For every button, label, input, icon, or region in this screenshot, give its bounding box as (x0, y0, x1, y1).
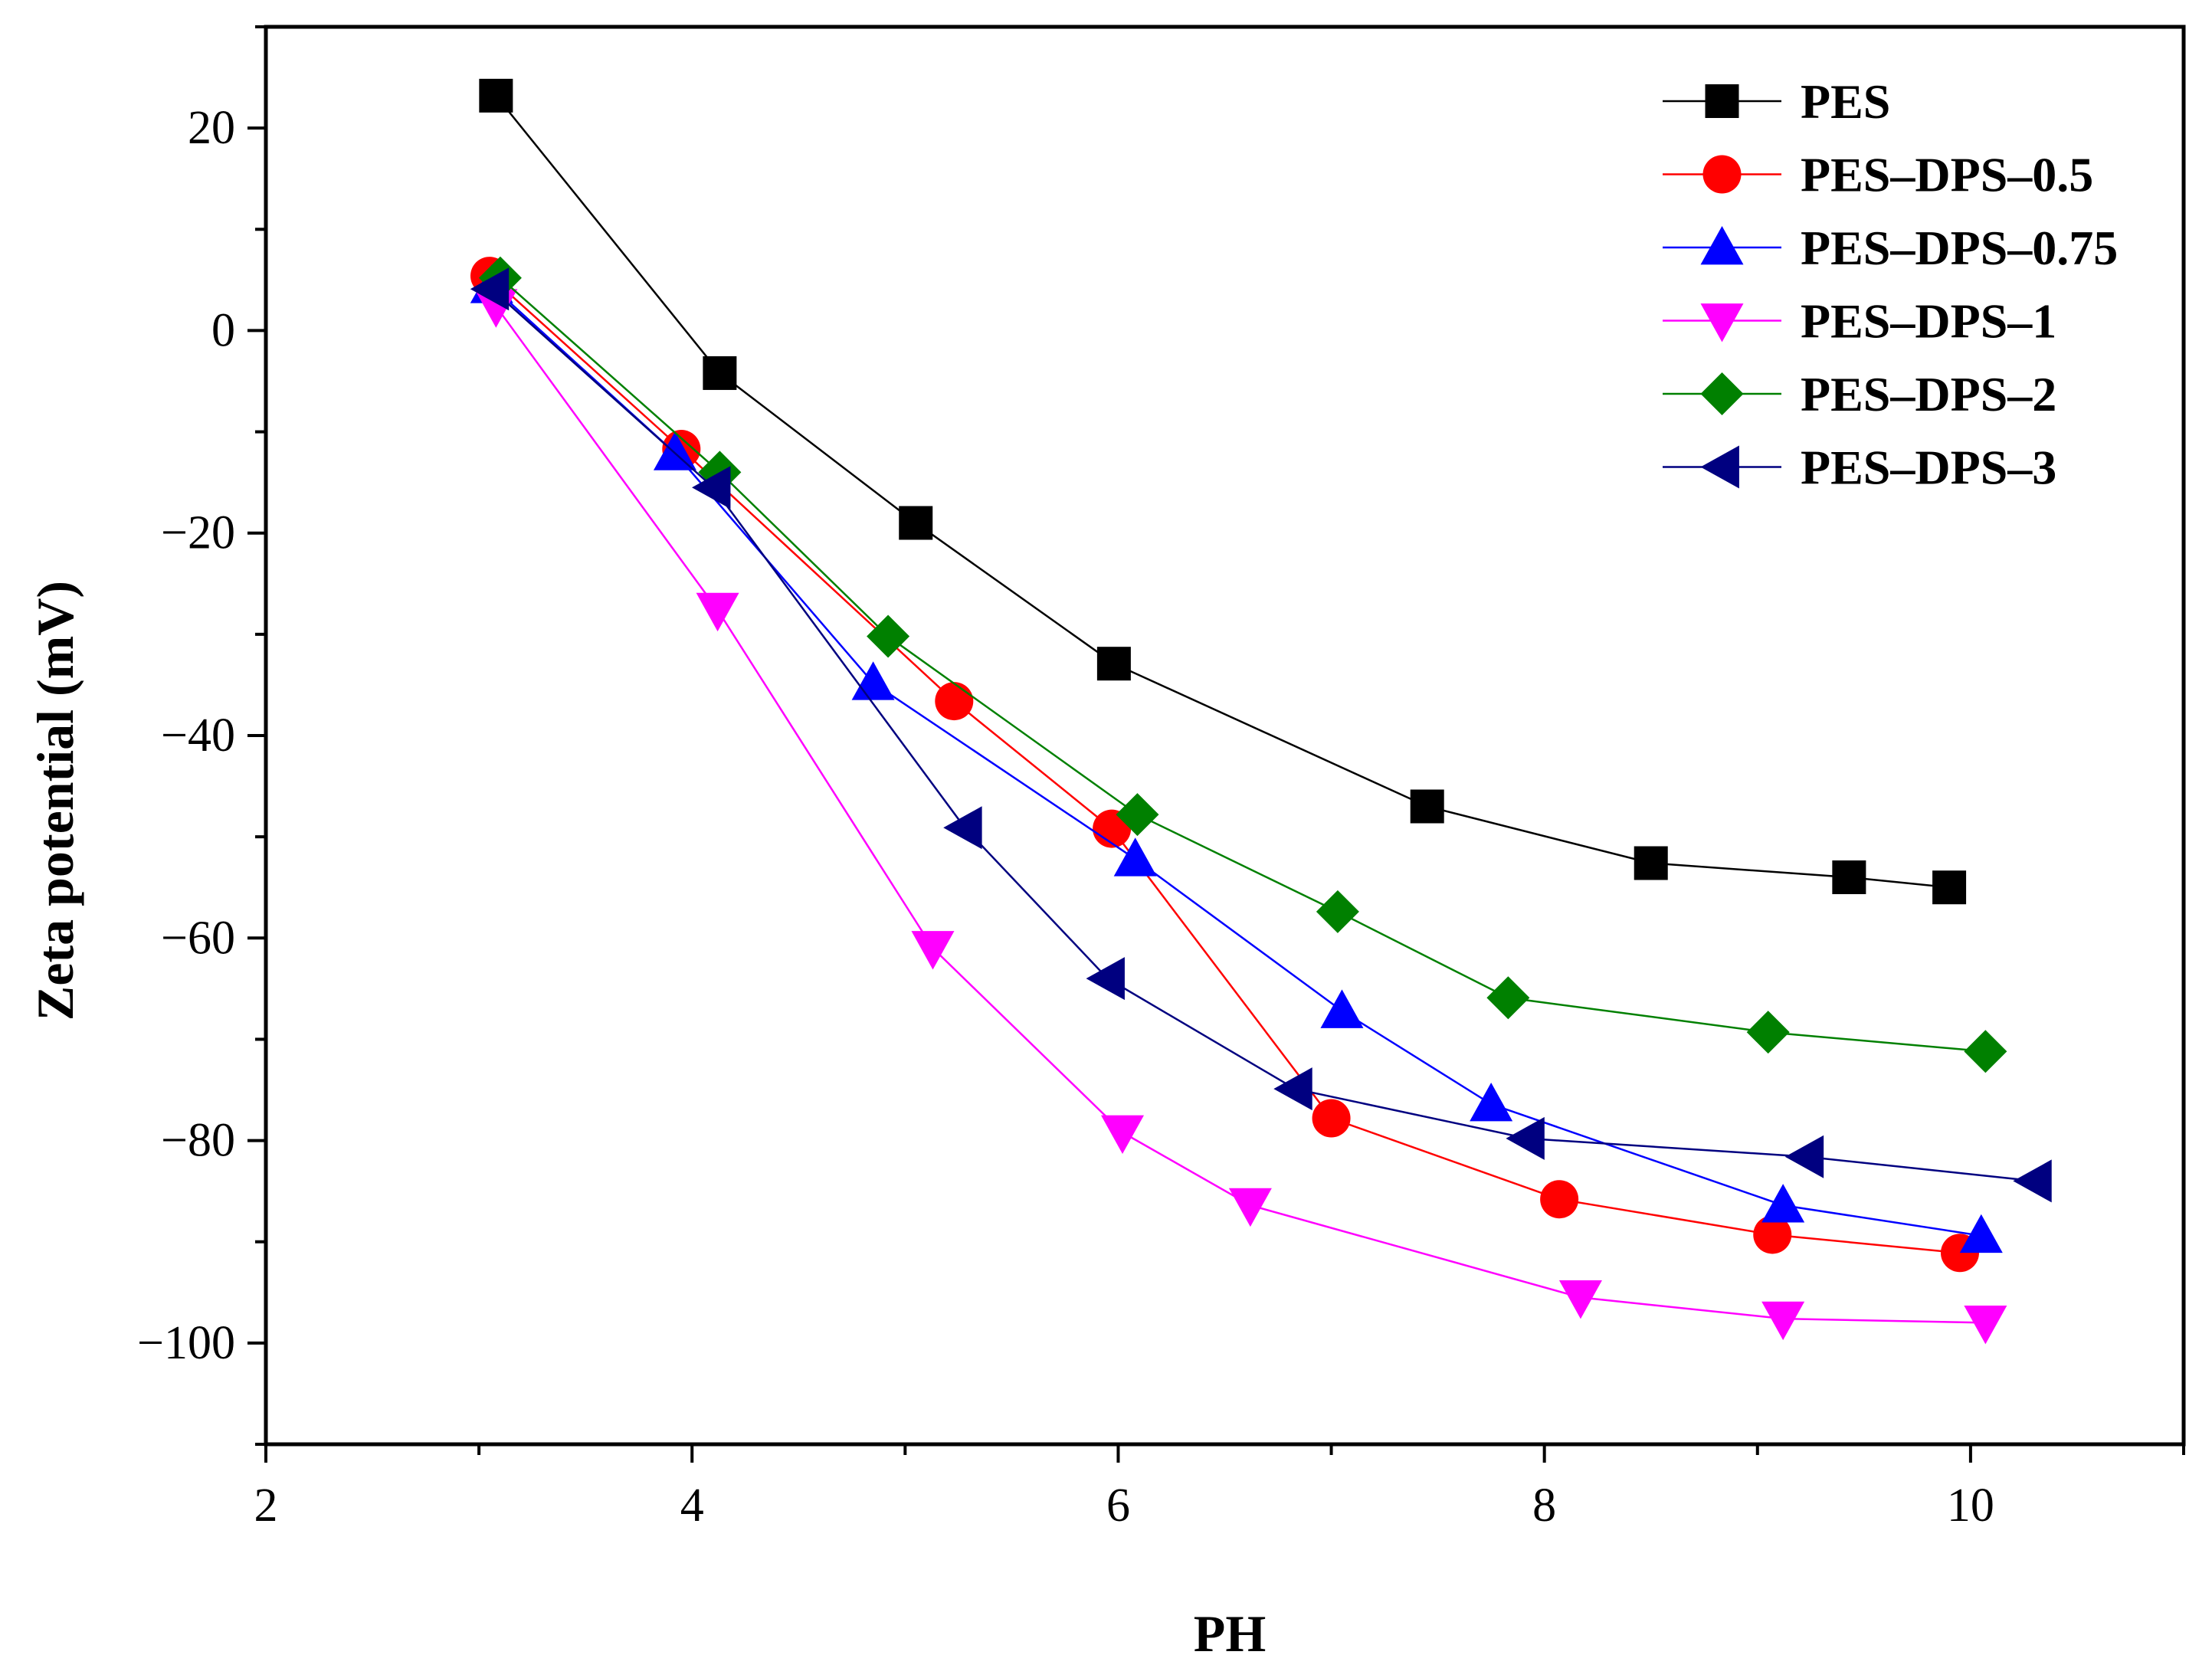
legend-label-pes-dps-2: PES–DPS–2 (1801, 367, 2056, 421)
legend-label-pes-dps-0-5: PES–DPS–0.5 (1801, 148, 2093, 202)
y-tick-label: −40 (161, 709, 235, 762)
x-tick-label: 10 (1947, 1480, 1994, 1532)
series-pes-dps-0-5 (470, 257, 1979, 1273)
legend-item-pes-dps-3: PES–DPS–3 (1663, 441, 2056, 495)
data-point-pes-dps-1 (911, 931, 955, 970)
legend-marker-pes-dps-3 (1700, 445, 1739, 489)
axes-layer: 2 4 6 8 10 20 0 −20 −40 −60 −80 −100 (137, 25, 2185, 1532)
data-point-pes-dps-0-75 (1761, 1184, 1805, 1223)
data-point-pes-dps-0-5 (935, 682, 974, 721)
data-point-pes-dps-0-5 (1540, 1180, 1579, 1219)
data-point-pes-dps-3 (692, 466, 731, 510)
x-tick-label: 8 (1532, 1480, 1556, 1532)
series-line-pes-dps-0-75 (490, 285, 1981, 1237)
series-line-pes-dps-2 (500, 277, 1986, 1053)
legend: PES PES–DPS–0.5 PES–DPS–0.75 PES–DPS–1 PES–D… (1663, 74, 2118, 495)
data-point-pes-dps-2 (1964, 1030, 2007, 1073)
legend-item-pes-dps-1: PES–DPS–1 (1663, 294, 2056, 349)
y-tick-label: 20 (188, 102, 235, 154)
y-tick-label: −100 (137, 1317, 235, 1369)
y-tick-label: −60 (161, 912, 235, 964)
data-point-pes (1410, 789, 1444, 824)
data-point-pes-dps-1 (1964, 1306, 2007, 1345)
data-point-pes (703, 356, 737, 390)
series-pes-dps-0-75 (470, 264, 2003, 1253)
series-line-pes (495, 95, 1950, 889)
legend-marker-pes-dps-0-75 (1700, 226, 1744, 265)
legend-label-pes-dps-3: PES–DPS–3 (1801, 441, 2056, 495)
data-point-pes-dps-0-75 (653, 431, 696, 470)
x-axis-title: PH (1194, 1604, 1266, 1663)
data-point-pes (899, 506, 933, 540)
data-point-pes-dps-3 (943, 806, 982, 850)
data-point-pes-dps-1 (1228, 1188, 1272, 1227)
data-point-pes-dps-0-5 (1753, 1215, 1792, 1254)
data-point-pes-dps-1 (1101, 1115, 1145, 1154)
series-pes (479, 78, 1967, 905)
series-layer (470, 78, 2052, 1345)
legend-item-pes: PES (1663, 74, 1890, 129)
data-point-pes-dps-2 (1116, 793, 1159, 837)
data-point-pes-dps-2 (1316, 890, 1359, 933)
data-point-pes-dps-3 (2013, 1159, 2052, 1203)
data-point-pes-dps-3 (1784, 1135, 1824, 1178)
series-pes-dps-1 (474, 289, 2007, 1345)
series-line-pes-dps-1 (495, 305, 1986, 1324)
legend-item-pes-dps-0-5: PES–DPS–0.5 (1663, 148, 2093, 202)
legend-item-pes-dps-0-75: PES–DPS–0.75 (1663, 221, 2118, 275)
x-tick-label: 2 (254, 1480, 278, 1532)
data-point-pes-dps-3 (470, 267, 510, 311)
series-line-pes-dps-0-5 (489, 275, 1961, 1254)
legend-label-pes-dps-1: PES–DPS–1 (1801, 294, 2056, 349)
legend-marker-pes-dps-1 (1700, 303, 1744, 342)
legend-marker-pes-dps-0-5 (1702, 155, 1742, 194)
data-point-pes (1932, 870, 1967, 905)
y-tick-label: 0 (211, 304, 235, 356)
data-point-pes-dps-0-5 (1312, 1099, 1351, 1138)
data-point-pes-dps-0-75 (1959, 1214, 2003, 1253)
data-point-pes-dps-1 (696, 592, 739, 632)
x-tick-label: 4 (680, 1480, 704, 1532)
series-pes-dps-3 (470, 267, 2052, 1203)
data-point-pes (1096, 647, 1131, 681)
y-tick-label: −20 (161, 507, 235, 559)
data-point-pes (479, 78, 513, 113)
data-point-pes-dps-0-75 (851, 661, 895, 700)
x-tick-label: 6 (1106, 1480, 1130, 1532)
data-point-pes-dps-2 (1486, 976, 1530, 1020)
series-pes-dps-2 (478, 256, 2007, 1073)
data-point-pes-dps-2 (1746, 1011, 1790, 1054)
legend-marker-pes (1705, 84, 1739, 118)
legend-marker-pes-dps-2 (1700, 372, 1744, 415)
legend-label-pes-dps-0-75: PES–DPS–0.75 (1801, 221, 2118, 275)
data-point-pes-dps-0-75 (1320, 989, 1364, 1028)
legend-item-pes-dps-2: PES–DPS–2 (1663, 367, 2056, 421)
y-tick-label: −80 (161, 1115, 235, 1167)
data-point-pes-dps-0-75 (1113, 837, 1157, 877)
data-point-pes-dps-3 (1506, 1116, 1545, 1160)
legend-label-pes: PES (1801, 74, 1890, 129)
y-axis-title: Zeta potential (mV) (26, 581, 84, 1021)
data-point-pes (1832, 860, 1866, 894)
data-point-pes-dps-1 (1761, 1301, 1805, 1341)
data-point-pes-dps-3 (1273, 1067, 1312, 1111)
data-point-pes (1634, 846, 1668, 880)
data-point-pes-dps-3 (1086, 957, 1125, 1001)
data-point-pes-dps-0-75 (1470, 1083, 1513, 1122)
data-point-pes-dps-1 (1558, 1280, 1602, 1319)
series-line-pes-dps-3 (490, 288, 2035, 1182)
data-point-pes-dps-2 (867, 614, 910, 658)
